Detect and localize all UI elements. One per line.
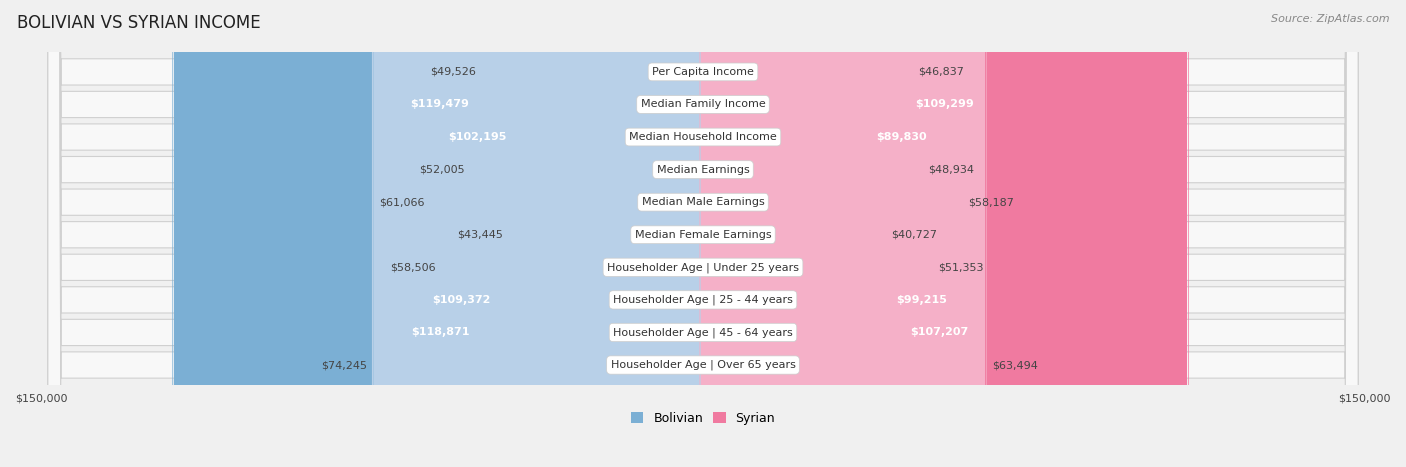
Text: Householder Age | 25 - 44 years: Householder Age | 25 - 44 years bbox=[613, 295, 793, 305]
FancyBboxPatch shape bbox=[48, 0, 1358, 467]
Text: $74,245: $74,245 bbox=[321, 360, 367, 370]
FancyBboxPatch shape bbox=[441, 0, 707, 467]
Text: Source: ZipAtlas.com: Source: ZipAtlas.com bbox=[1271, 14, 1389, 24]
FancyBboxPatch shape bbox=[699, 0, 886, 467]
FancyBboxPatch shape bbox=[173, 0, 707, 467]
FancyBboxPatch shape bbox=[48, 0, 1358, 467]
Text: Householder Age | Over 65 years: Householder Age | Over 65 years bbox=[610, 360, 796, 370]
Text: $48,934: $48,934 bbox=[928, 164, 974, 175]
Text: $119,479: $119,479 bbox=[411, 99, 468, 109]
Text: BOLIVIAN VS SYRIAN INCOME: BOLIVIAN VS SYRIAN INCOME bbox=[17, 14, 260, 32]
Text: $61,066: $61,066 bbox=[380, 197, 425, 207]
Text: $109,372: $109,372 bbox=[433, 295, 491, 305]
FancyBboxPatch shape bbox=[508, 0, 707, 467]
FancyBboxPatch shape bbox=[481, 0, 707, 467]
Text: $40,727: $40,727 bbox=[891, 230, 938, 240]
FancyBboxPatch shape bbox=[699, 0, 934, 467]
FancyBboxPatch shape bbox=[48, 0, 1358, 467]
FancyBboxPatch shape bbox=[48, 0, 1358, 467]
FancyBboxPatch shape bbox=[48, 0, 1358, 467]
FancyBboxPatch shape bbox=[217, 0, 707, 467]
Text: $49,526: $49,526 bbox=[430, 67, 475, 77]
Text: $52,005: $52,005 bbox=[419, 164, 465, 175]
FancyBboxPatch shape bbox=[699, 0, 1144, 467]
FancyBboxPatch shape bbox=[48, 0, 1358, 467]
Text: Median Family Income: Median Family Income bbox=[641, 99, 765, 109]
Legend: Bolivian, Syrian: Bolivian, Syrian bbox=[631, 412, 775, 425]
Text: $43,445: $43,445 bbox=[457, 230, 502, 240]
FancyBboxPatch shape bbox=[699, 0, 987, 467]
Text: Per Capita Income: Per Capita Income bbox=[652, 67, 754, 77]
FancyBboxPatch shape bbox=[176, 0, 707, 467]
FancyBboxPatch shape bbox=[373, 0, 707, 467]
FancyBboxPatch shape bbox=[48, 0, 1358, 467]
Text: $46,837: $46,837 bbox=[918, 67, 965, 77]
FancyBboxPatch shape bbox=[699, 0, 1188, 467]
Text: $58,187: $58,187 bbox=[969, 197, 1014, 207]
Text: Median Earnings: Median Earnings bbox=[657, 164, 749, 175]
Text: Median Household Income: Median Household Income bbox=[628, 132, 778, 142]
FancyBboxPatch shape bbox=[48, 0, 1358, 467]
FancyBboxPatch shape bbox=[699, 0, 912, 467]
Text: $118,871: $118,871 bbox=[412, 327, 470, 338]
FancyBboxPatch shape bbox=[430, 0, 707, 467]
FancyBboxPatch shape bbox=[470, 0, 707, 467]
Text: $58,506: $58,506 bbox=[391, 262, 436, 272]
Text: $99,215: $99,215 bbox=[897, 295, 948, 305]
FancyBboxPatch shape bbox=[699, 0, 963, 467]
Text: $107,207: $107,207 bbox=[910, 327, 969, 338]
Text: Householder Age | Under 25 years: Householder Age | Under 25 years bbox=[607, 262, 799, 273]
Text: $51,353: $51,353 bbox=[938, 262, 984, 272]
Text: Householder Age | 45 - 64 years: Householder Age | 45 - 64 years bbox=[613, 327, 793, 338]
FancyBboxPatch shape bbox=[699, 0, 1180, 467]
Text: $102,195: $102,195 bbox=[449, 132, 506, 142]
FancyBboxPatch shape bbox=[249, 0, 707, 467]
Text: Median Female Earnings: Median Female Earnings bbox=[634, 230, 772, 240]
FancyBboxPatch shape bbox=[48, 0, 1358, 467]
FancyBboxPatch shape bbox=[699, 0, 922, 467]
FancyBboxPatch shape bbox=[48, 0, 1358, 467]
Text: Median Male Earnings: Median Male Earnings bbox=[641, 197, 765, 207]
Text: $109,299: $109,299 bbox=[915, 99, 973, 109]
Text: $63,494: $63,494 bbox=[993, 360, 1038, 370]
Text: $89,830: $89,830 bbox=[876, 132, 927, 142]
FancyBboxPatch shape bbox=[699, 0, 1102, 467]
